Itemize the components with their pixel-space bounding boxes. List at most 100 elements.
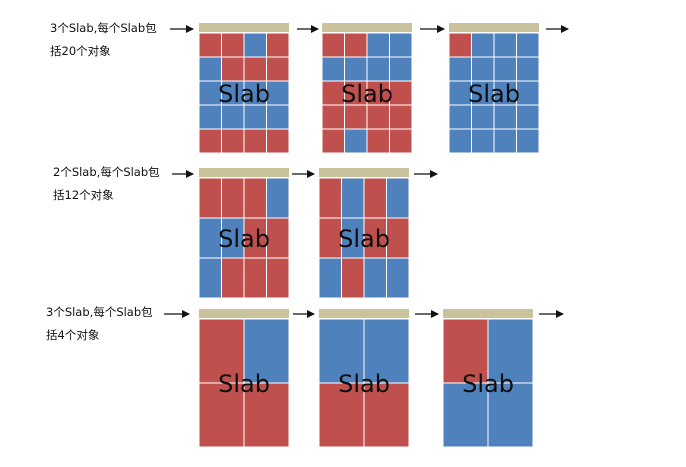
- object-cell-free: [471, 128, 495, 154]
- object-cell-free: [321, 56, 345, 82]
- object-cell-allocated: [266, 32, 290, 58]
- object-cell-allocated: [321, 128, 345, 154]
- row-2-label-line2: 括12个对象: [53, 188, 114, 202]
- object-cell-allocated: [266, 128, 290, 154]
- object-cell-free: [442, 382, 489, 448]
- object-cell-allocated: [363, 382, 410, 448]
- object-cell-free: [448, 104, 472, 130]
- object-cell-free: [318, 318, 365, 384]
- object-cell-free: [341, 177, 365, 219]
- object-cell-allocated: [221, 128, 245, 154]
- object-cell-free: [266, 177, 290, 219]
- object-cell-allocated: [321, 104, 345, 130]
- object-cell-free: [487, 318, 534, 384]
- object-cell-free: [493, 104, 517, 130]
- object-cell-allocated: [363, 177, 387, 219]
- object-cell-free: [318, 257, 342, 299]
- row-3-label-line2: 括4个对象: [46, 328, 100, 342]
- slab-header-bar: [319, 309, 409, 318]
- slab-label: Slab: [218, 225, 270, 253]
- object-cell-allocated: [243, 128, 267, 154]
- object-cell-free: [221, 104, 245, 130]
- object-cell-allocated: [389, 128, 413, 154]
- object-cell-allocated: [448, 32, 472, 58]
- row-2-label: 2个Slab,每个Slab包 括12个对象: [53, 161, 160, 207]
- row-3-label: 3个Slab,每个Slab包 括4个对象: [46, 301, 153, 347]
- object-cell-allocated: [243, 177, 267, 219]
- object-cell-free: [516, 104, 540, 130]
- object-cell-free: [344, 128, 368, 154]
- object-cell-allocated: [243, 382, 290, 448]
- row-3-label-line1: 3个Slab,每个Slab包: [46, 305, 153, 319]
- slab-label: Slab: [218, 370, 270, 398]
- object-cell-free: [243, 104, 267, 130]
- object-cell-allocated: [266, 257, 290, 299]
- slab-label: Slab: [338, 225, 390, 253]
- slab-header-bar: [199, 309, 289, 318]
- slab-header-bar: [449, 23, 539, 32]
- row-1-label-line1: 3个Slab,每个Slab包: [50, 21, 157, 35]
- slab-label: Slab: [218, 80, 270, 108]
- row-1-label-line2: 括20个对象: [50, 44, 111, 58]
- object-cell-free: [389, 32, 413, 58]
- object-cell-free: [366, 56, 390, 82]
- object-cell-free: [516, 128, 540, 154]
- object-cell-free: [386, 257, 410, 299]
- object-cell-free: [493, 56, 517, 82]
- slab-label: Slab: [341, 80, 393, 108]
- object-cell-allocated: [198, 177, 222, 219]
- object-cell-free: [471, 56, 495, 82]
- object-cell-free: [448, 128, 472, 154]
- object-cell-allocated: [243, 56, 267, 82]
- slab-header-bar: [443, 309, 533, 318]
- object-cell-allocated: [198, 32, 222, 58]
- slab-label: Slab: [338, 370, 390, 398]
- object-cell-free: [198, 56, 222, 82]
- object-cell-allocated: [341, 257, 365, 299]
- object-cell-free: [266, 104, 290, 130]
- object-cell-free: [493, 32, 517, 58]
- object-cell-free: [389, 56, 413, 82]
- object-cell-free: [516, 32, 540, 58]
- object-cell-allocated: [321, 32, 345, 58]
- object-cell-free: [243, 318, 290, 384]
- object-cell-allocated: [318, 177, 342, 219]
- object-cell-free: [448, 56, 472, 82]
- object-cell-free: [366, 32, 390, 58]
- slab-label: Slab: [468, 80, 520, 108]
- object-cell-allocated: [198, 318, 245, 384]
- object-cell-free: [487, 382, 534, 448]
- object-cell-allocated: [266, 56, 290, 82]
- slab-header-bar: [322, 23, 412, 32]
- object-cell-allocated: [344, 104, 368, 130]
- object-cell-free: [516, 56, 540, 82]
- object-cell-allocated: [198, 128, 222, 154]
- object-cell-allocated: [318, 382, 365, 448]
- object-cell-free: [363, 257, 387, 299]
- object-cell-free: [493, 128, 517, 154]
- object-cell-free: [386, 177, 410, 219]
- slab-header-bar: [199, 23, 289, 32]
- object-cell-allocated: [243, 257, 267, 299]
- object-cell-free: [198, 104, 222, 130]
- row-1-label: 3个Slab,每个Slab包 括20个对象: [50, 17, 157, 63]
- row-2-label-line1: 2个Slab,每个Slab包: [53, 165, 160, 179]
- object-cell-allocated: [366, 128, 390, 154]
- object-cell-free: [471, 104, 495, 130]
- object-cell-free: [471, 32, 495, 58]
- object-cell-allocated: [221, 32, 245, 58]
- object-cell-allocated: [198, 382, 245, 448]
- slab-header-bar: [319, 168, 409, 177]
- object-cell-allocated: [344, 32, 368, 58]
- slab-label: Slab: [462, 370, 514, 398]
- object-cell-allocated: [221, 257, 245, 299]
- object-cell-free: [198, 257, 222, 299]
- object-cell-allocated: [442, 318, 489, 384]
- object-cell-allocated: [366, 104, 390, 130]
- object-cell-allocated: [221, 177, 245, 219]
- object-cell-free: [344, 56, 368, 82]
- slab-header-bar: [199, 168, 289, 177]
- object-cell-allocated: [389, 104, 413, 130]
- object-cell-free: [243, 32, 267, 58]
